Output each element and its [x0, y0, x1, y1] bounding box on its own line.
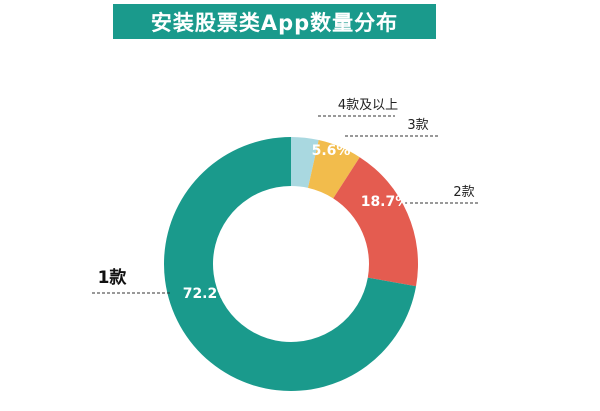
value-label-2: 5.6%: [312, 143, 351, 159]
category-label-2: 3款: [407, 118, 428, 133]
category-label-1: 2款: [453, 185, 474, 200]
slice-2: [308, 140, 360, 199]
slice-0: [163, 137, 417, 391]
category-label-3: 4款及以上: [338, 98, 398, 113]
value-label-3: 3.5%: [282, 118, 321, 134]
category-label-0: 1款: [98, 267, 128, 288]
value-label-1: 18.7%: [361, 194, 410, 210]
value-label-0: 72.2%: [183, 286, 232, 302]
chart-title: 安装股票类App数量分布: [113, 4, 436, 39]
slice-1: [333, 157, 419, 287]
slice-3: [291, 137, 319, 188]
